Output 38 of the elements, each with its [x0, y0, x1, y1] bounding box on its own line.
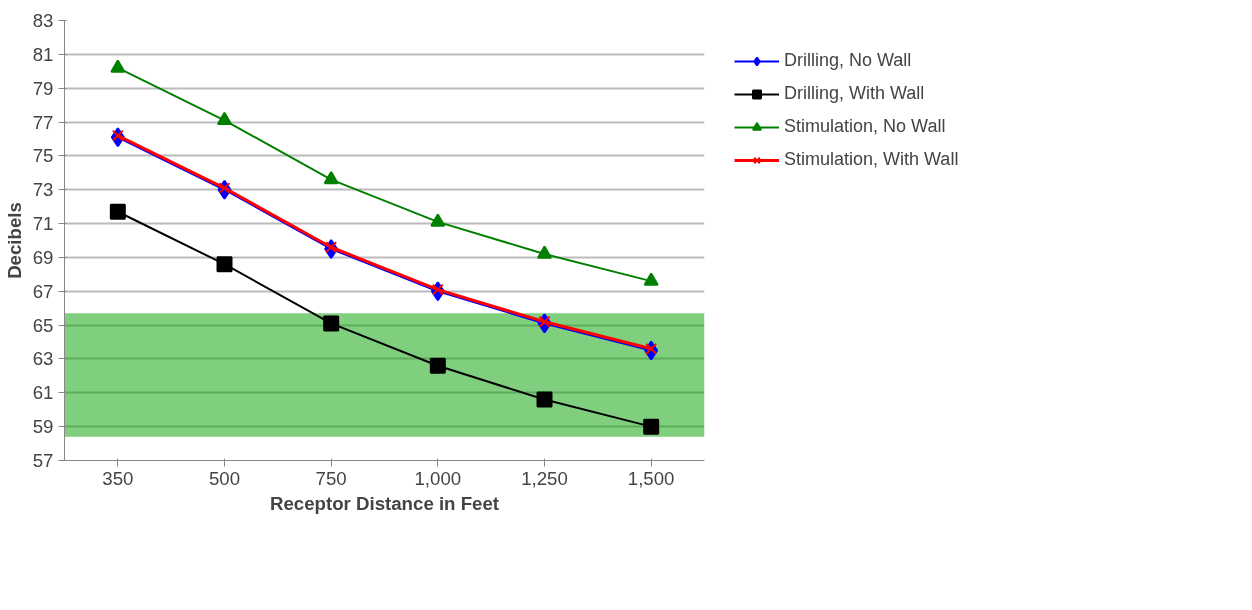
y-tick-label: 83: [32, 10, 54, 31]
point: [323, 171, 339, 185]
y-tick-label: 81: [32, 43, 54, 65]
point: [109, 203, 126, 220]
point: [536, 391, 553, 408]
y-tick-label: 77: [32, 111, 54, 133]
point: [110, 59, 126, 73]
y-tick-label: 65: [32, 314, 54, 336]
legend-label: Drilling, No Wall: [784, 50, 913, 71]
y-tick-label: 73: [32, 179, 54, 201]
y-tick-label: 75: [32, 145, 54, 167]
y-tick-label: 69: [32, 246, 54, 268]
point: [323, 315, 340, 332]
y-tick-label: 57: [32, 450, 54, 471]
legend-label: Stimulation, No Wall: [784, 116, 947, 137]
legend-label: Stimulation, With Wall: [784, 149, 960, 170]
y-tick-label: 71: [32, 213, 54, 235]
y-tick-label: 67: [32, 280, 54, 302]
y-tick-label: 63: [32, 348, 54, 370]
x-tick-label: 500: [208, 467, 241, 489]
point: [643, 418, 660, 435]
x-tick-label: 350: [102, 467, 134, 489]
point: [643, 272, 659, 286]
y-tick-label: 79: [32, 77, 54, 99]
y-tick-label: 61: [32, 382, 54, 404]
point: [217, 111, 232, 126]
point: [537, 245, 552, 259]
point: [216, 256, 233, 273]
x-tick-label: 1,250: [521, 467, 568, 489]
x-tick-label: 750: [315, 467, 347, 489]
y-axis-title: Decibels: [3, 202, 25, 279]
x-tick-label: 1,500: [627, 467, 675, 489]
point: [430, 213, 446, 227]
y-tick-label: 59: [32, 416, 54, 438]
x-axis-title: Receptor Distance in Feet: [269, 492, 500, 514]
point: [429, 357, 446, 374]
legend-label: Drilling, With Wall: [784, 83, 926, 104]
x-tick-label: 1,000: [414, 467, 462, 489]
